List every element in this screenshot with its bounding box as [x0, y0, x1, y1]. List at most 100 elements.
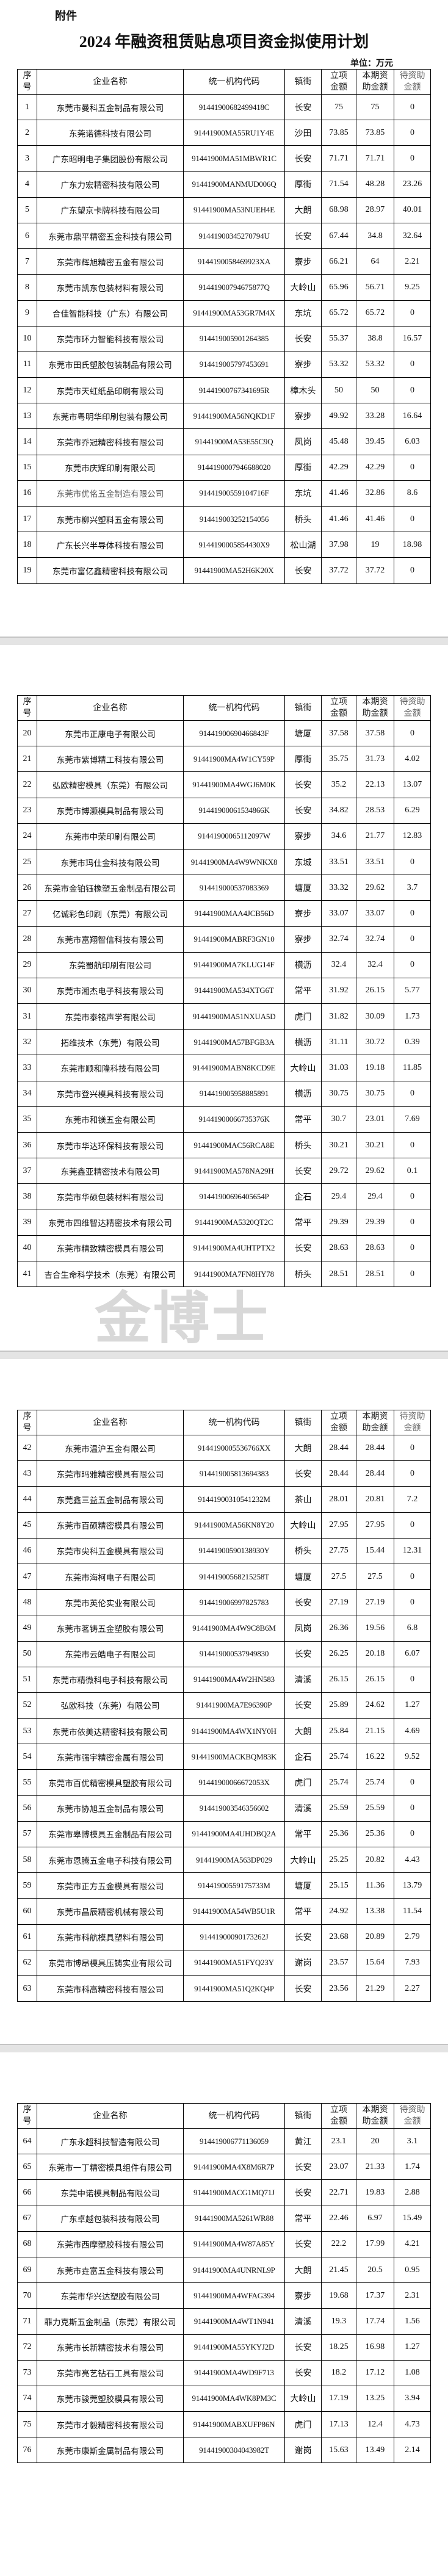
cell-pending-subsidy: 6.07	[394, 1640, 431, 1667]
cell-town: 长安	[284, 93, 322, 121]
funding-plan-table: 序号企业名称 统一机构代码 镇街 立项 金额 本期资 助金额 待资助 金额 64 广东永超科技智造有…	[17, 2103, 431, 2464]
cell-company-name: 东莞市垚富五金科技有限公司	[37, 2256, 184, 2284]
table-row: 57 东莞市皋博模具五金制品有限公司 91441900MA4UHDBQ2A 常平 25.…	[17, 1820, 431, 1848]
cell-project-amount: 29.4	[321, 1183, 356, 1210]
table-row: 24 东莞市中荣印刷有限公司 91441900065112097W 寮步 34.6 21.…	[17, 823, 431, 850]
cell-credit-code: 91441900MA4WK8PM3C	[183, 2385, 285, 2412]
cell-credit-code: 91441900MA4W9C8B6M	[183, 1615, 285, 1642]
cell-credit-code: 91441900767341695R	[183, 377, 285, 404]
cell-seq: 73	[17, 2359, 37, 2386]
cell-credit-code: 91441900MA53GR7M4X	[183, 300, 285, 327]
table-row: 54 东莞市强宇精密金属有限公司 91441900MACKBQM83K 企石 25.74…	[17, 1744, 431, 1770]
document-title: 2024 年融资租赁贴息项目资金拟使用计划	[79, 33, 369, 51]
cell-current-subsidy: 29.62	[356, 875, 394, 901]
cell-seq: 41	[17, 1260, 37, 1288]
cell-town: 寮步	[284, 403, 322, 430]
cell-company-name: 东莞市和镁五金有限公司	[37, 1106, 184, 1133]
cell-credit-code: 91441900MA56NQKD1F	[183, 403, 285, 430]
cell-pending-subsidy: 0	[394, 951, 431, 978]
header-company-name: 企业名称	[37, 695, 184, 721]
cell-company-name: 东莞市鼎平精密五金科技有限公司	[37, 222, 184, 250]
table-row: 58 东莞市恩腾五金电子科技有限公司 91441900MA563DP029 大岭山 25…	[17, 1846, 431, 1874]
cell-seq: 46	[17, 1537, 37, 1564]
cell-town: 樟木头	[284, 377, 322, 404]
header-seq: 序号	[17, 69, 37, 95]
cell-company-name: 东莞市富亿鑫精密科技有限公司	[37, 557, 184, 584]
cell-pending-subsidy: 0	[394, 505, 431, 533]
cell-town: 大岭山	[284, 1055, 322, 1081]
cell-seq: 15	[17, 454, 37, 481]
cell-company-name: 广东永超科技智造有限公司	[37, 2127, 184, 2155]
cell-seq: 14	[17, 428, 37, 455]
table-row: 7 东莞市辉旭精密五金有限公司 9144190058469923XA 寮步 66.21 6…	[17, 248, 431, 275]
cell-town: 长安	[284, 1235, 322, 1261]
cell-town: 东城	[284, 848, 322, 876]
table-row: 31 东莞市泰铭声学有限公司 91441900MA51NXUA5D 虎门 31.82 30…	[17, 1003, 431, 1030]
cell-company-name: 东莞鑫亚精密技术有限公司	[37, 1158, 184, 1185]
cell-company-name: 东莞市粤明华印刷包装有限公司	[37, 403, 184, 430]
table-row: 72 东莞市长新精密技术有限公司 91441900MA55YKYJ2D 长安 18.25…	[17, 2334, 431, 2361]
table-row: 69 东莞市垚富五金科技有限公司 91441900MA4UNRNL9P 大朗 21.45…	[17, 2256, 431, 2284]
cell-town: 桥头	[284, 505, 322, 533]
cell-current-subsidy: 19.18	[356, 1055, 394, 1081]
cell-current-subsidy: 64	[356, 248, 394, 275]
cell-credit-code: 91441900MA4WD9F713	[183, 2359, 285, 2386]
cell-pending-subsidy: 9.25	[394, 274, 431, 301]
table-header-row: 序号企业名称 统一机构代码 镇街 立项 金额 本期资 助金额 待资助 金额	[17, 69, 431, 95]
cell-pending-subsidy: 23.26	[394, 171, 431, 198]
cell-project-amount: 42.29	[321, 454, 356, 481]
cell-credit-code: 91441900090173262J	[183, 1924, 285, 1950]
cell-project-amount: 27.5	[321, 1563, 356, 1590]
cell-current-subsidy: 17.37	[356, 2282, 394, 2309]
page-4: 序号企业名称 统一机构代码 镇街 立项 金额 本期资 助金额 待资助 金额 64 广东永超科技智造有…	[0, 2052, 448, 2576]
header-seq: 序号	[17, 1410, 37, 1435]
header-label-line: 企业名称	[93, 1417, 128, 1427]
cell-project-amount: 33.51	[321, 848, 356, 876]
cell-pending-subsidy: 3.7	[394, 875, 431, 901]
cell-credit-code: 91441900MA52H6K20X	[183, 557, 285, 584]
cell-credit-code: 91441900MA4UHTPTX2	[183, 1235, 285, 1261]
cell-credit-code: 91441900MA4WX1NY0H	[183, 1718, 285, 1745]
cell-project-amount: 25.15	[321, 1872, 356, 1899]
cell-pending-subsidy: 0	[394, 1434, 431, 1462]
cell-current-subsidy: 39.45	[356, 428, 394, 455]
header-credit-code: 统一机构代码	[183, 695, 285, 721]
cell-project-amount: 26.25	[321, 1640, 356, 1667]
cell-company-name: 东莞市中荣印刷有限公司	[37, 823, 184, 850]
cell-seq: 25	[17, 848, 37, 876]
cell-company-name: 东莞市天虹纸品印刷有限公司	[37, 377, 184, 404]
header-label-line: 立项	[330, 1412, 347, 1421]
cell-current-subsidy: 20.5	[356, 2256, 394, 2284]
cell-current-subsidy: 20.89	[356, 1924, 394, 1950]
funding-plan-table: 序号企业名称 统一机构代码 镇街 立项 金额 本期资 助金额 待资助 金额 42 东莞市温沪五金有限…	[17, 1410, 431, 2002]
table-row: 12 东莞市天虹纸品印刷有限公司 91441900767341695R 樟木头 50 50…	[17, 377, 431, 404]
header-label-line: 金额	[330, 2116, 347, 2126]
cell-town: 长安	[284, 222, 322, 250]
table-row: 33 东莞市顺和隆科技有限公司 91441900MABN8KCD9E 大岭山 31.03…	[17, 1055, 431, 1081]
cell-pending-subsidy: 7.69	[394, 1106, 431, 1133]
cell-current-subsidy: 32.4	[356, 951, 394, 978]
cell-pending-subsidy: 16.64	[394, 403, 431, 430]
cell-company-name: 东莞市玛雅精密模具有限公司	[37, 1460, 184, 1487]
cell-seq: 54	[17, 1744, 37, 1770]
cell-project-amount: 27.95	[321, 1512, 356, 1539]
cell-current-subsidy: 27.5	[356, 1563, 394, 1590]
cell-current-subsidy: 25.36	[356, 1820, 394, 1848]
cell-pending-subsidy: 40.01	[394, 197, 431, 223]
cell-pending-subsidy: 0	[394, 1666, 431, 1693]
cell-current-subsidy: 17.99	[356, 2231, 394, 2257]
cell-credit-code: 91441900MA578NA29H	[183, 1158, 285, 1185]
table-row: 55 东莞市百优精密模具塑胶有限公司 91441900066672053X 虎门 25.…	[17, 1769, 431, 1796]
cell-company-name: 东莞市百优精密模具塑胶有限公司	[37, 1769, 184, 1796]
cell-company-name: 东莞市四维智达精密技术有限公司	[37, 1209, 184, 1236]
cell-town: 常平	[284, 1106, 322, 1133]
cell-town: 桥头	[284, 1131, 322, 1159]
cell-project-amount: 32.4	[321, 951, 356, 978]
header-credit-code: 统一机构代码	[183, 2103, 285, 2129]
cell-company-name: 拓维技术（东莞）有限公司	[37, 1029, 184, 1056]
table-row: 8 东莞市凯东包装材料有限公司 91441900794675877Q 大岭山 65.96…	[17, 274, 431, 301]
table-row: 37 东莞鑫亚精密技术有限公司 91441900MA578NA29H 长安 29.72 2…	[17, 1158, 431, 1185]
table-row: 56 东莞市协旭五金制品有限公司 914419003546356602 清溪 25.59…	[17, 1795, 431, 1822]
cell-pending-subsidy: 1.27	[394, 1692, 431, 1719]
cell-company-name: 东莞市云皓电子有限公司	[37, 1640, 184, 1667]
